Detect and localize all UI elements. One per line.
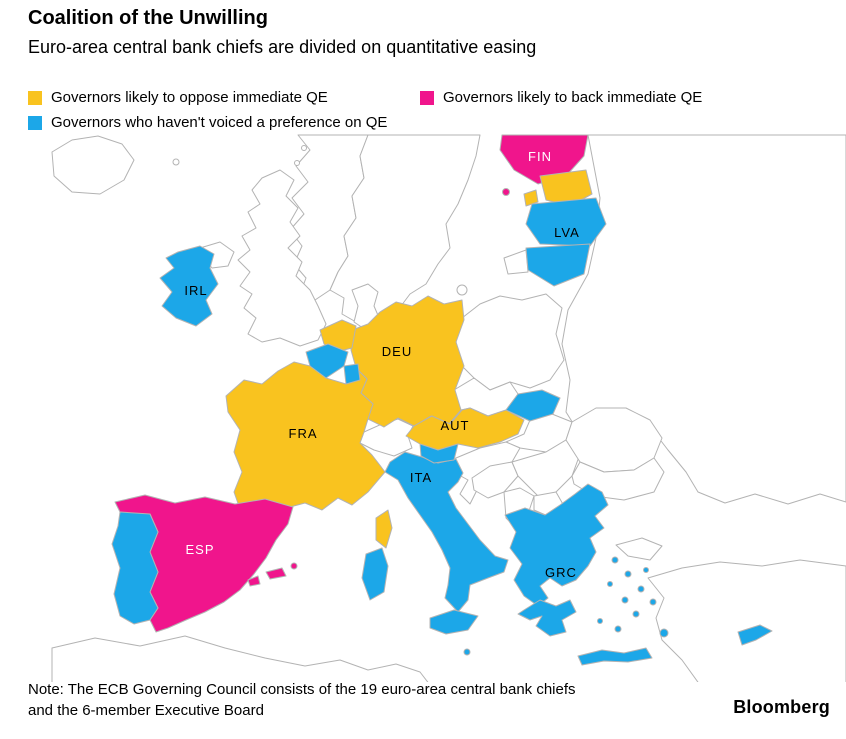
sicily-island: [429, 609, 479, 635]
gotland-island: [456, 284, 468, 296]
euro-countries: [111, 134, 773, 666]
note-line-2: and the 6-member Executive Board: [28, 702, 264, 719]
legend-item-back: Governors likely to back immediate QE: [420, 89, 702, 106]
aland-islands: [502, 188, 510, 196]
legend-row-2: Governors who haven't voiced a preferenc…: [28, 114, 828, 131]
legend-label-back: Governors likely to back immediate QE: [443, 89, 703, 106]
country-label-ITA: ITA: [410, 470, 432, 485]
legend-item-oppose: Governors likely to oppose immediate QE: [28, 89, 420, 106]
country-label-LVA: LVA: [554, 225, 580, 240]
country-label-FIN: FIN: [528, 149, 552, 164]
kaliningrad: [503, 249, 529, 275]
corsica-island: [375, 509, 393, 549]
country-italy: [384, 451, 509, 613]
legend-row-1: Governors likely to oppose immediate QE …: [28, 89, 828, 106]
country-united-kingdom: [237, 169, 327, 347]
europe-map: FIN LVA IRL DEU FRA AUT ITA ESP GRC: [51, 134, 846, 682]
note-line-1: Note: The ECB Governing Council consists…: [28, 681, 576, 698]
country-label-AUT: AUT: [441, 418, 470, 433]
country-label-DEU: DEU: [382, 344, 412, 359]
country-ireland: [159, 245, 219, 327]
page-subtitle: Euro-area central bank chiefs are divide…: [28, 37, 537, 57]
legend: Governors likely to oppose immediate QE …: [28, 89, 828, 139]
country-label-GRC: GRC: [545, 565, 577, 580]
country-turkey: [647, 559, 846, 682]
legend-swatch-oppose: [28, 90, 42, 105]
shetland-islands: [294, 145, 307, 166]
source-note: Note: The ECB Governing Council consists…: [28, 679, 668, 721]
balearic-islands: [247, 562, 298, 587]
legend-item-none: Governors who haven't voiced a preferenc…: [28, 114, 420, 131]
country-portugal: [111, 511, 159, 625]
country-slovenia: [419, 443, 459, 464]
page-title: Coalition of the Unwilling: [28, 7, 268, 29]
country-cyprus: [737, 624, 773, 646]
country-iceland: [51, 135, 135, 195]
country-bosnia: [471, 461, 519, 499]
turkey-thrace: [615, 537, 663, 561]
country-label-ESP: ESP: [185, 542, 214, 557]
bloomberg-logo: Bloomberg: [733, 697, 830, 717]
saaremaa-island: [523, 189, 539, 207]
country-greece: [504, 483, 609, 607]
country-label-FRA: FRA: [289, 426, 318, 441]
legend-label-none: Governors who haven't voiced a preferenc…: [51, 114, 388, 131]
country-lithuania: [525, 243, 591, 287]
faroe-islands: [172, 158, 180, 166]
country-label-IRL: IRL: [184, 283, 207, 298]
country-luxembourg: [343, 363, 361, 385]
legend-swatch-back: [420, 90, 434, 105]
aegean-islands: [597, 556, 669, 638]
legend-swatch-none: [28, 115, 42, 130]
country-labels: FIN LVA IRL DEU FRA AUT ITA ESP GRC: [184, 149, 580, 580]
sardinia-island: [361, 547, 389, 601]
country-slovakia: [505, 389, 561, 422]
north-africa-coast: [51, 635, 429, 682]
peloponnese: [517, 599, 577, 637]
legend-label-oppose: Governors likely to oppose immediate QE: [51, 89, 328, 106]
country-poland: [455, 293, 565, 391]
country-malta: [463, 648, 471, 656]
crete-island: [577, 647, 653, 666]
